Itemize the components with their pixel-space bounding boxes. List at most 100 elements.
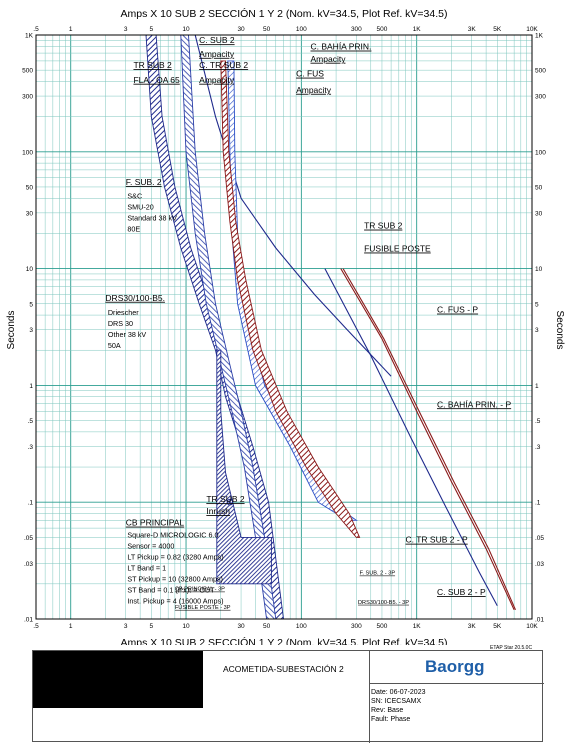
curve-label: Ampacity (310, 54, 346, 64)
curve-label: CB PRINCIPAL (126, 518, 185, 528)
device-detail-drs: Other 38 kV (108, 330, 147, 339)
curve-label: TR SUB 2 (206, 494, 245, 504)
x-tick-label-bottom: 5 (150, 623, 154, 630)
y-tick-label-right: 30 (535, 210, 543, 217)
y-tick-label-left: 300 (22, 94, 33, 101)
y-tick-label-left: .1 (28, 500, 34, 507)
project-name: ACOMETIDA-SUBESTACIÓN 2 (223, 664, 344, 674)
y-axis-label-right: Seconds (554, 311, 565, 350)
y-tick-label-right: .05 (535, 535, 544, 542)
device-detail-cb_principal: LT Pickup = 0.82 (3280 Amps) (127, 552, 223, 561)
curve-label: C. TR SUB 2 (199, 60, 248, 70)
device-detail-drs: DRS 30 (108, 319, 133, 328)
x-tick-label-top: .5 (33, 26, 39, 33)
small-curve-label: FUSIBLE POSTE - 3P (175, 605, 231, 611)
axis-ticks: .5 .5 1 1 3 3 5 5 10 10 30 30 50 50 100 100 300 300 500 500… (22, 26, 546, 630)
inrush-marker (226, 498, 234, 506)
x-tick-label-top: 300 (351, 26, 362, 33)
curve-label: C. SUB 2 - P (437, 587, 486, 597)
y-tick-label-right: 50 (535, 184, 543, 191)
redacted-block (33, 651, 203, 708)
x-tick-label-bottom: 1K (413, 623, 422, 630)
y-tick-label-left: 50 (26, 184, 34, 191)
small-curve-label: DRS30/100-B5. - 3P (358, 600, 409, 606)
curve-c-sub-2-p (324, 268, 498, 606)
curve-label: TR SUB 2 (133, 60, 172, 70)
x-tick-label-bottom: .5 (33, 623, 39, 630)
y-tick-label-left: .3 (28, 444, 34, 451)
y-tick-label-right: 1 (535, 383, 539, 390)
small-curve-label: F. SUB. 2 - 3P (360, 571, 396, 577)
chart-title-bottom: Amps X 10 SUB 2 SECCIÓN 1 Y 2 (Nom. kV=3… (120, 636, 447, 645)
x-tick-label-bottom: 500 (377, 623, 388, 630)
curve-cb-principal (216, 349, 272, 585)
y-tick-label-left: 5 (29, 301, 33, 308)
device-detail-drs: Driescher (108, 308, 139, 317)
curve-label: TR SUB 2 (364, 221, 403, 231)
curve-c-bah-a-prin-p (342, 268, 517, 611)
rev-field: Rev: Base (371, 707, 404, 714)
curve-label: FLA - OA 65 (133, 75, 180, 85)
y-tick-label-left: 1 (29, 383, 33, 390)
curve-c-tr-sub-2 (220, 60, 361, 538)
curve-label: FUSIBLE POSTE (364, 244, 431, 254)
y-tick-label-left: .01 (24, 617, 33, 624)
y-tick-label-left: .05 (24, 535, 33, 542)
y-tick-label-left: 30 (26, 210, 34, 217)
y-tick-label-left: 100 (22, 149, 33, 156)
grid (35, 34, 533, 620)
device-detail-cb_principal: LT Band = 1 (127, 563, 166, 572)
device-detail-f_sub_2: 80E (127, 224, 140, 233)
sn-field: SN: ICECSAMX (371, 698, 422, 705)
x-tick-label-top: 3K (468, 26, 477, 33)
device-detail-cb_principal: Inst. Pickup = 4 (16000 Amps) (127, 596, 223, 605)
small-curve-label: CB PRINCIPAL - 3P (175, 587, 225, 593)
curve-label: Ampacity (199, 49, 235, 59)
device-detail-cb_principal: ST Band = 0.1 (I^x)t = OUT (127, 585, 215, 594)
x-tick-label-top: 50 (263, 26, 271, 33)
x-tick-label-bottom: 3K (468, 623, 477, 630)
y-tick-label-left: 3 (29, 327, 33, 334)
y-tick-label-right: 100 (535, 149, 546, 156)
y-tick-label-left: 500 (22, 68, 33, 75)
y-tick-label-right: .01 (535, 617, 544, 624)
curve-label: DRS30/100-B5. (105, 293, 165, 303)
x-tick-label-top: 5 (150, 26, 154, 33)
curve-label: C. BAHÍA PRIN. - P (437, 399, 511, 409)
x-tick-label-top: 3 (124, 26, 128, 33)
x-tick-label-top: 10K (526, 26, 538, 33)
x-tick-label-bottom: 100 (296, 623, 307, 630)
device-detail-f_sub_2: SMU-20 (127, 202, 153, 211)
y-tick-label-right: .1 (535, 500, 541, 507)
title-block-divider (369, 684, 370, 743)
device-detail-cb_principal: Square-D MICROLOGIC 6.0 (127, 530, 218, 539)
curve-label: F. SUB. 2 (126, 177, 162, 187)
inrush-marker-dot (228, 501, 231, 504)
curve-label: C. SUB 2 (199, 35, 235, 45)
y-tick-label-right: .03 (535, 561, 544, 568)
curve-tr-sub-2 (194, 34, 392, 377)
x-tick-label-bottom: 10K (526, 623, 538, 630)
chart-title-top: Amps X 10 SUB 2 SECCIÓN 1 Y 2 (Nom. kV=3… (120, 7, 447, 20)
x-tick-label-bottom: 1 (69, 623, 73, 630)
curve-fusible-poste (227, 60, 358, 521)
logo-text: Baorgg (425, 657, 485, 676)
curve-c-fus-p (340, 268, 515, 611)
device-detail-drs: 50A (108, 341, 121, 350)
x-tick-label-top: 1K (413, 26, 422, 33)
device-detail-f_sub_2: S&C (127, 191, 142, 200)
curve-label: C. FUS - P (437, 305, 478, 315)
curve-label: Inrush (206, 506, 230, 516)
y-tick-label-right: 3 (535, 327, 539, 334)
x-tick-label-top: 500 (377, 26, 388, 33)
x-tick-label-bottom: 10 (182, 623, 190, 630)
title-block: ACOMETIDA-SUBESTACIÓN 2 Baorgg Date: 06-… (32, 650, 544, 743)
curve-label: C. TR SUB 2 - P (406, 535, 469, 545)
x-tick-label-bottom: 50 (263, 623, 271, 630)
y-tick-label-left: .5 (28, 418, 34, 425)
y-tick-label-left: .03 (24, 561, 33, 568)
x-tick-label-top: 100 (296, 26, 307, 33)
curves (145, 34, 517, 620)
device-detail-cb_principal: ST Pickup = 10 (32800 Amps) (127, 574, 223, 583)
y-axis-label-left: Seconds (6, 311, 17, 350)
